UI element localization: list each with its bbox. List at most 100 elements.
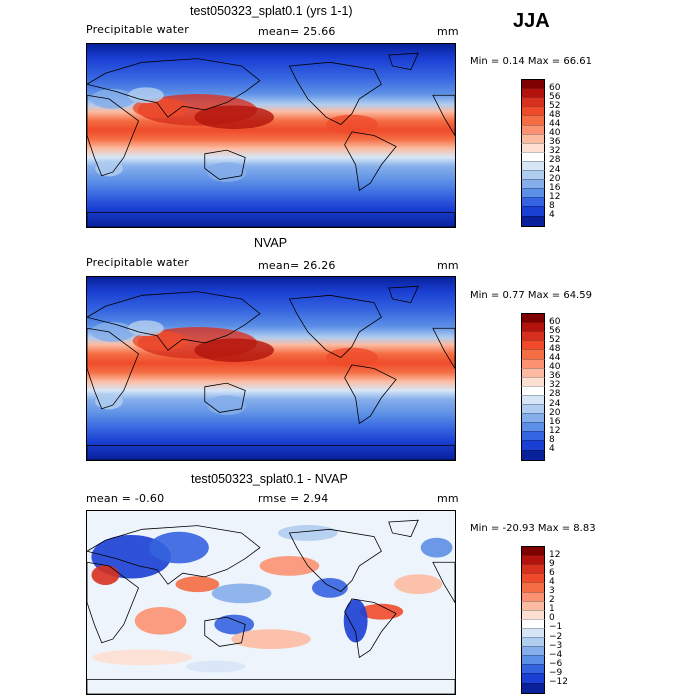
- colorbar-tick-label: 28: [549, 155, 561, 166]
- panel-title: test050323_splat0.1 (yrs 1-1): [190, 4, 353, 18]
- colorbar-tick-label: 20: [549, 407, 561, 418]
- coastline: [87, 291, 261, 351]
- colorbar-tick-label: −2: [549, 631, 563, 642]
- colorbar-swatch: [521, 646, 545, 657]
- colorbar-swatch: [521, 618, 545, 629]
- minmax-label: Min = -20.93 Max = 8.83: [470, 523, 596, 534]
- colorbar-swatch: [521, 188, 545, 199]
- colorbar-swatch: [521, 322, 545, 333]
- colorbar-swatch: [521, 206, 545, 217]
- colorbar-tick-label: 24: [549, 164, 561, 175]
- coastline: [432, 94, 455, 137]
- colorbar-swatch: [521, 664, 545, 675]
- map-model: [86, 43, 456, 228]
- colorbar-swatch: [521, 582, 545, 593]
- colorbar-tick-label: 16: [549, 416, 561, 427]
- colorbar-tick-label: −1: [549, 622, 563, 633]
- coastline: [388, 285, 419, 304]
- colorbar-swatch: [521, 115, 545, 126]
- colorbar-swatch: [521, 170, 545, 181]
- colorbar-tick-label: 9: [549, 558, 555, 569]
- colorbar-swatch: [521, 385, 545, 396]
- colorbar-swatch: [521, 313, 545, 324]
- colorbar-tick-label: 32: [549, 146, 561, 157]
- colorbar-tick-label: 32: [549, 380, 561, 391]
- colorbar-tick-label: 12: [549, 425, 561, 436]
- colorbar-swatch: [521, 449, 545, 461]
- coastline: [87, 525, 261, 585]
- colorbar-tick-label: 36: [549, 137, 561, 148]
- rmse-label: rmse = 2.94: [258, 492, 329, 505]
- colorbar-swatch: [521, 431, 545, 442]
- colorbar-tick-label: −6: [549, 658, 563, 669]
- colorbar-swatch: [521, 106, 545, 117]
- colorbar-swatch: [521, 394, 545, 405]
- map-field: [87, 277, 455, 460]
- map-field: [87, 44, 455, 227]
- colorbar-tick-label: 36: [549, 371, 561, 382]
- colorbar-swatch: [521, 673, 545, 684]
- colorbar-tick-label: 1: [549, 604, 555, 615]
- colorbar-swatch: [521, 160, 545, 171]
- mean-label: mean = -0.60: [86, 492, 165, 505]
- colorbar-swatch: [521, 555, 545, 566]
- colorbar-swatch: [521, 655, 545, 666]
- colorbar-tick-label: 56: [549, 325, 561, 336]
- colorbar-swatch: [521, 79, 545, 90]
- colorbar-tick-label: 4: [549, 210, 555, 220]
- colorbar-tick-label: 4: [549, 444, 555, 454]
- colorbar-tick-label: 44: [549, 353, 561, 363]
- colorbar-tick-label: 24: [549, 398, 561, 409]
- colorbar-swatch: [521, 133, 545, 144]
- coastline: [344, 364, 397, 425]
- map-obs: [86, 276, 456, 461]
- colorbar-swatch: [521, 546, 545, 557]
- colorbar-swatch: [521, 682, 545, 694]
- coastline: [344, 598, 397, 659]
- colorbar-swatch: [521, 637, 545, 648]
- coastline: [87, 444, 455, 460]
- coastline: [288, 294, 382, 359]
- panel-title: test050323_splat0.1 - NVAP: [191, 472, 348, 486]
- colorbar-tick-label: 52: [549, 334, 561, 345]
- colorbar-tick-label: −4: [549, 649, 563, 660]
- colorbar-swatch: [521, 349, 545, 360]
- field-label: Precipitable water: [86, 256, 189, 269]
- colorbar-swatch: [521, 440, 545, 451]
- coastline: [204, 382, 246, 413]
- colorbar-swatch: [521, 564, 545, 575]
- colorbar-swatch: [521, 142, 545, 153]
- mean-label: mean= 26.26: [258, 259, 336, 272]
- colorbar-tick-label: 6: [549, 567, 555, 578]
- season-label: JJA: [513, 10, 550, 32]
- coastline: [87, 678, 455, 694]
- coastline: [288, 528, 382, 593]
- colorbar-swatch: [521, 358, 545, 369]
- coastline: [87, 58, 261, 118]
- units-label: mm: [437, 492, 459, 505]
- colorbar-tick-label: 40: [549, 362, 561, 373]
- coastline: [432, 327, 455, 370]
- colorbar-swatch: [521, 413, 545, 424]
- field-label: Precipitable water: [86, 23, 189, 36]
- colorbar-swatch: [521, 591, 545, 602]
- colorbar-swatch: [521, 124, 545, 135]
- colorbar-tick-label: 44: [549, 119, 561, 129]
- colorbar-swatch: [521, 331, 545, 342]
- colorbar-swatch: [521, 367, 545, 378]
- units-label: mm: [437, 259, 459, 272]
- colorbar-swatch: [521, 600, 545, 611]
- colorbar-tick-label: 2: [549, 595, 555, 606]
- colorbar-tick-label: 60: [549, 82, 561, 93]
- map-diff: [86, 510, 456, 695]
- map-field: [87, 511, 455, 694]
- colorbar-tick-label: −12: [549, 677, 568, 687]
- mean-label: mean= 25.66: [258, 25, 336, 38]
- coastline: [432, 561, 455, 604]
- colorbar-tick-label: 16: [549, 182, 561, 193]
- colorbar-swatch: [521, 215, 545, 227]
- colorbar-tick-label: 48: [549, 109, 561, 120]
- colorbar-tick-label: 56: [549, 91, 561, 102]
- colorbar-swatch: [521, 573, 545, 584]
- coastline: [87, 327, 140, 410]
